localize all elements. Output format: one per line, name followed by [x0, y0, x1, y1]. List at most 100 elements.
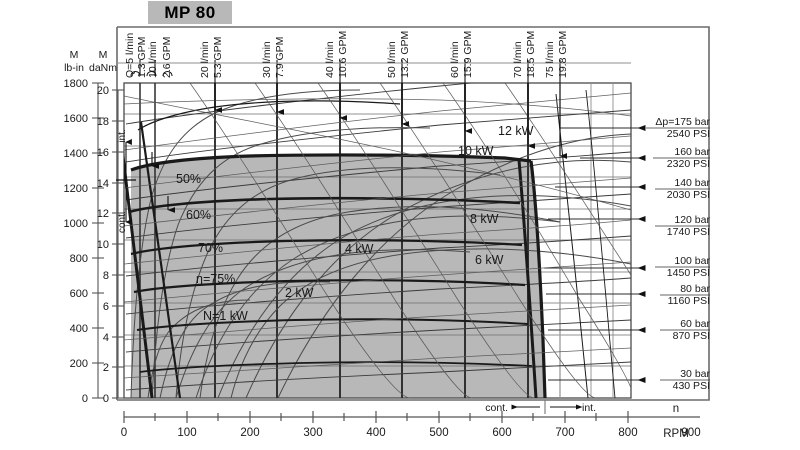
flow-label-gpm: 1.3 GPM — [136, 37, 148, 78]
flow-label-q: 60 l/min — [449, 41, 461, 78]
tick-labels-rpm: 0 100 200 300 400 500 600 700 800 900 — [121, 427, 701, 439]
svg-text:4: 4 — [103, 332, 109, 344]
flow-rate-labels: Q=5 l/min 1.3 GPM 10 l/min 2.6 GPM 20 l/… — [124, 31, 569, 78]
pressure-bar: Δp=175 bar — [655, 116, 710, 128]
limit-lines — [124, 89, 616, 399]
duty-cont-label-left: cont. — [117, 211, 128, 233]
operating-envelope-shading — [131, 154, 545, 398]
pressure-psi: 1740 PSI — [667, 226, 710, 238]
plot-border — [123, 82, 632, 399]
svg-text:18: 18 — [97, 116, 109, 128]
power-label: 10 kW — [458, 144, 494, 158]
pressure-bar: 100 bar — [674, 255, 710, 267]
efficiency-label: 70% — [198, 241, 223, 255]
flow-label-gpm: 2.6 GPM — [161, 37, 173, 78]
pressure-psi: 430 PSI — [673, 380, 710, 392]
svg-text:100: 100 — [177, 427, 196, 439]
svg-text:400: 400 — [70, 323, 88, 335]
svg-text:800: 800 — [618, 427, 637, 439]
pressure-psi: 1160 PSI — [668, 295, 710, 307]
axis-title-n: n — [673, 403, 679, 415]
svg-text:900: 900 — [681, 427, 700, 439]
secondary-curve-network — [124, 83, 631, 399]
svg-text:16: 16 — [97, 147, 109, 159]
svg-text:400: 400 — [366, 427, 385, 439]
svg-text:200: 200 — [240, 427, 259, 439]
efficiency-label: 50% — [176, 172, 201, 186]
flow-label-gpm: 10.6 GPM — [337, 31, 349, 78]
duty-int-label-bottom: int. — [582, 402, 596, 414]
svg-text:2: 2 — [103, 362, 109, 374]
svg-text:1000: 1000 — [64, 218, 88, 230]
axis-title-lbin-unit: lb-in — [64, 62, 84, 74]
flow-label-q: 50 l/min — [386, 41, 398, 78]
pressure-bar: 120 bar — [674, 214, 710, 226]
model-title-label: MP 80 — [164, 2, 216, 22]
torque-scale-lbin — [92, 82, 104, 399]
flow-label-gpm: 19.8 GPM — [557, 31, 569, 78]
model-title-badge: MP 80 — [148, 1, 232, 24]
flow-label-gpm: 13.2 GPM — [399, 31, 411, 78]
pressure-bar: 140 bar — [674, 177, 710, 189]
power-label: 2 kW — [285, 286, 314, 300]
flow-label-q: 30 l/min — [261, 41, 273, 78]
speed-axis — [123, 411, 700, 423]
svg-text:10: 10 — [97, 239, 109, 251]
power-label: 12 kW — [498, 124, 534, 138]
svg-text:600: 600 — [492, 427, 511, 439]
svg-text:0: 0 — [103, 393, 109, 405]
duty-indicator-left — [116, 139, 136, 225]
flow-label-q: 70 l/min — [512, 41, 524, 78]
torque-scale-danm — [112, 89, 124, 399]
duty-indicator-bottom — [511, 400, 583, 414]
tick-labels-lbin: 1800 1600 1400 1200 1000 800 600 400 200… — [64, 78, 88, 405]
flow-arrow-markers — [117, 60, 631, 213]
svg-text:1400: 1400 — [64, 148, 88, 160]
efficiency-label: 60% — [186, 208, 211, 222]
axis-title-danm-unit: daNm — [89, 62, 117, 74]
pressure-label-underlines — [646, 127, 710, 381]
efficiency-labels: 50% 60% 70% η=75% — [176, 172, 235, 286]
svg-text:700: 700 — [555, 427, 574, 439]
svg-text:20: 20 — [97, 85, 109, 97]
flow-label-gpm: 15.9 GPM — [462, 31, 474, 78]
pressure-bar: 30 bar — [680, 368, 710, 380]
svg-text:800: 800 — [70, 253, 88, 265]
svg-text:200: 200 — [70, 358, 88, 370]
axis-title-rpm: RPM — [663, 428, 689, 440]
pressure-psi: 2540 PSI — [667, 128, 710, 140]
pressure-psi: 870 PSI — [673, 330, 710, 342]
chart-text-layer: M lb-in M daNm 1800 1600 1400 1200 1000 … — [64, 31, 711, 440]
flow-label-q: 20 l/min — [199, 41, 211, 78]
svg-text:1600: 1600 — [64, 113, 88, 125]
power-label: N=1 kW — [203, 309, 248, 323]
pressure-bar: 60 bar — [680, 318, 710, 330]
flow-label-q: 75 l/min — [544, 41, 556, 78]
flow-label-gpm: 18.5 GPM — [525, 31, 537, 78]
pressure-psi: 2320 PSI — [667, 158, 710, 170]
svg-text:1200: 1200 — [64, 183, 88, 195]
pressure-psi: 2030 PSI — [667, 189, 710, 201]
pressure-psi: 1450 PSI — [667, 267, 710, 279]
duty-int-label-left: int. — [117, 129, 128, 142]
pressure-bar: 160 bar — [674, 146, 710, 158]
power-label: 6 kW — [475, 253, 504, 267]
efficiency-label: η=75% — [196, 272, 235, 286]
pressure-labels: Δp=175 bar 2540 PSI 160 bar 2320 PSI 140… — [655, 116, 710, 392]
axis-title-lbin-m: M — [70, 49, 79, 61]
svg-text:500: 500 — [429, 427, 448, 439]
power-label: 4 kW — [345, 242, 374, 256]
duty-cont-label-bottom: cont. — [485, 402, 508, 414]
svg-text:14: 14 — [97, 178, 109, 190]
power-label: 8 kW — [470, 212, 499, 226]
flow-label-q: 10 l/min — [147, 41, 159, 78]
pressure-callout-lines — [544, 125, 646, 383]
flow-label-q: 40 l/min — [324, 41, 336, 78]
svg-text:300: 300 — [303, 427, 322, 439]
flow-label-gpm: 7.9 GPM — [274, 37, 286, 78]
flow-label-gpm: 5.3 GPM — [212, 37, 224, 78]
svg-text:6: 6 — [103, 301, 109, 313]
svg-text:0: 0 — [121, 427, 127, 439]
